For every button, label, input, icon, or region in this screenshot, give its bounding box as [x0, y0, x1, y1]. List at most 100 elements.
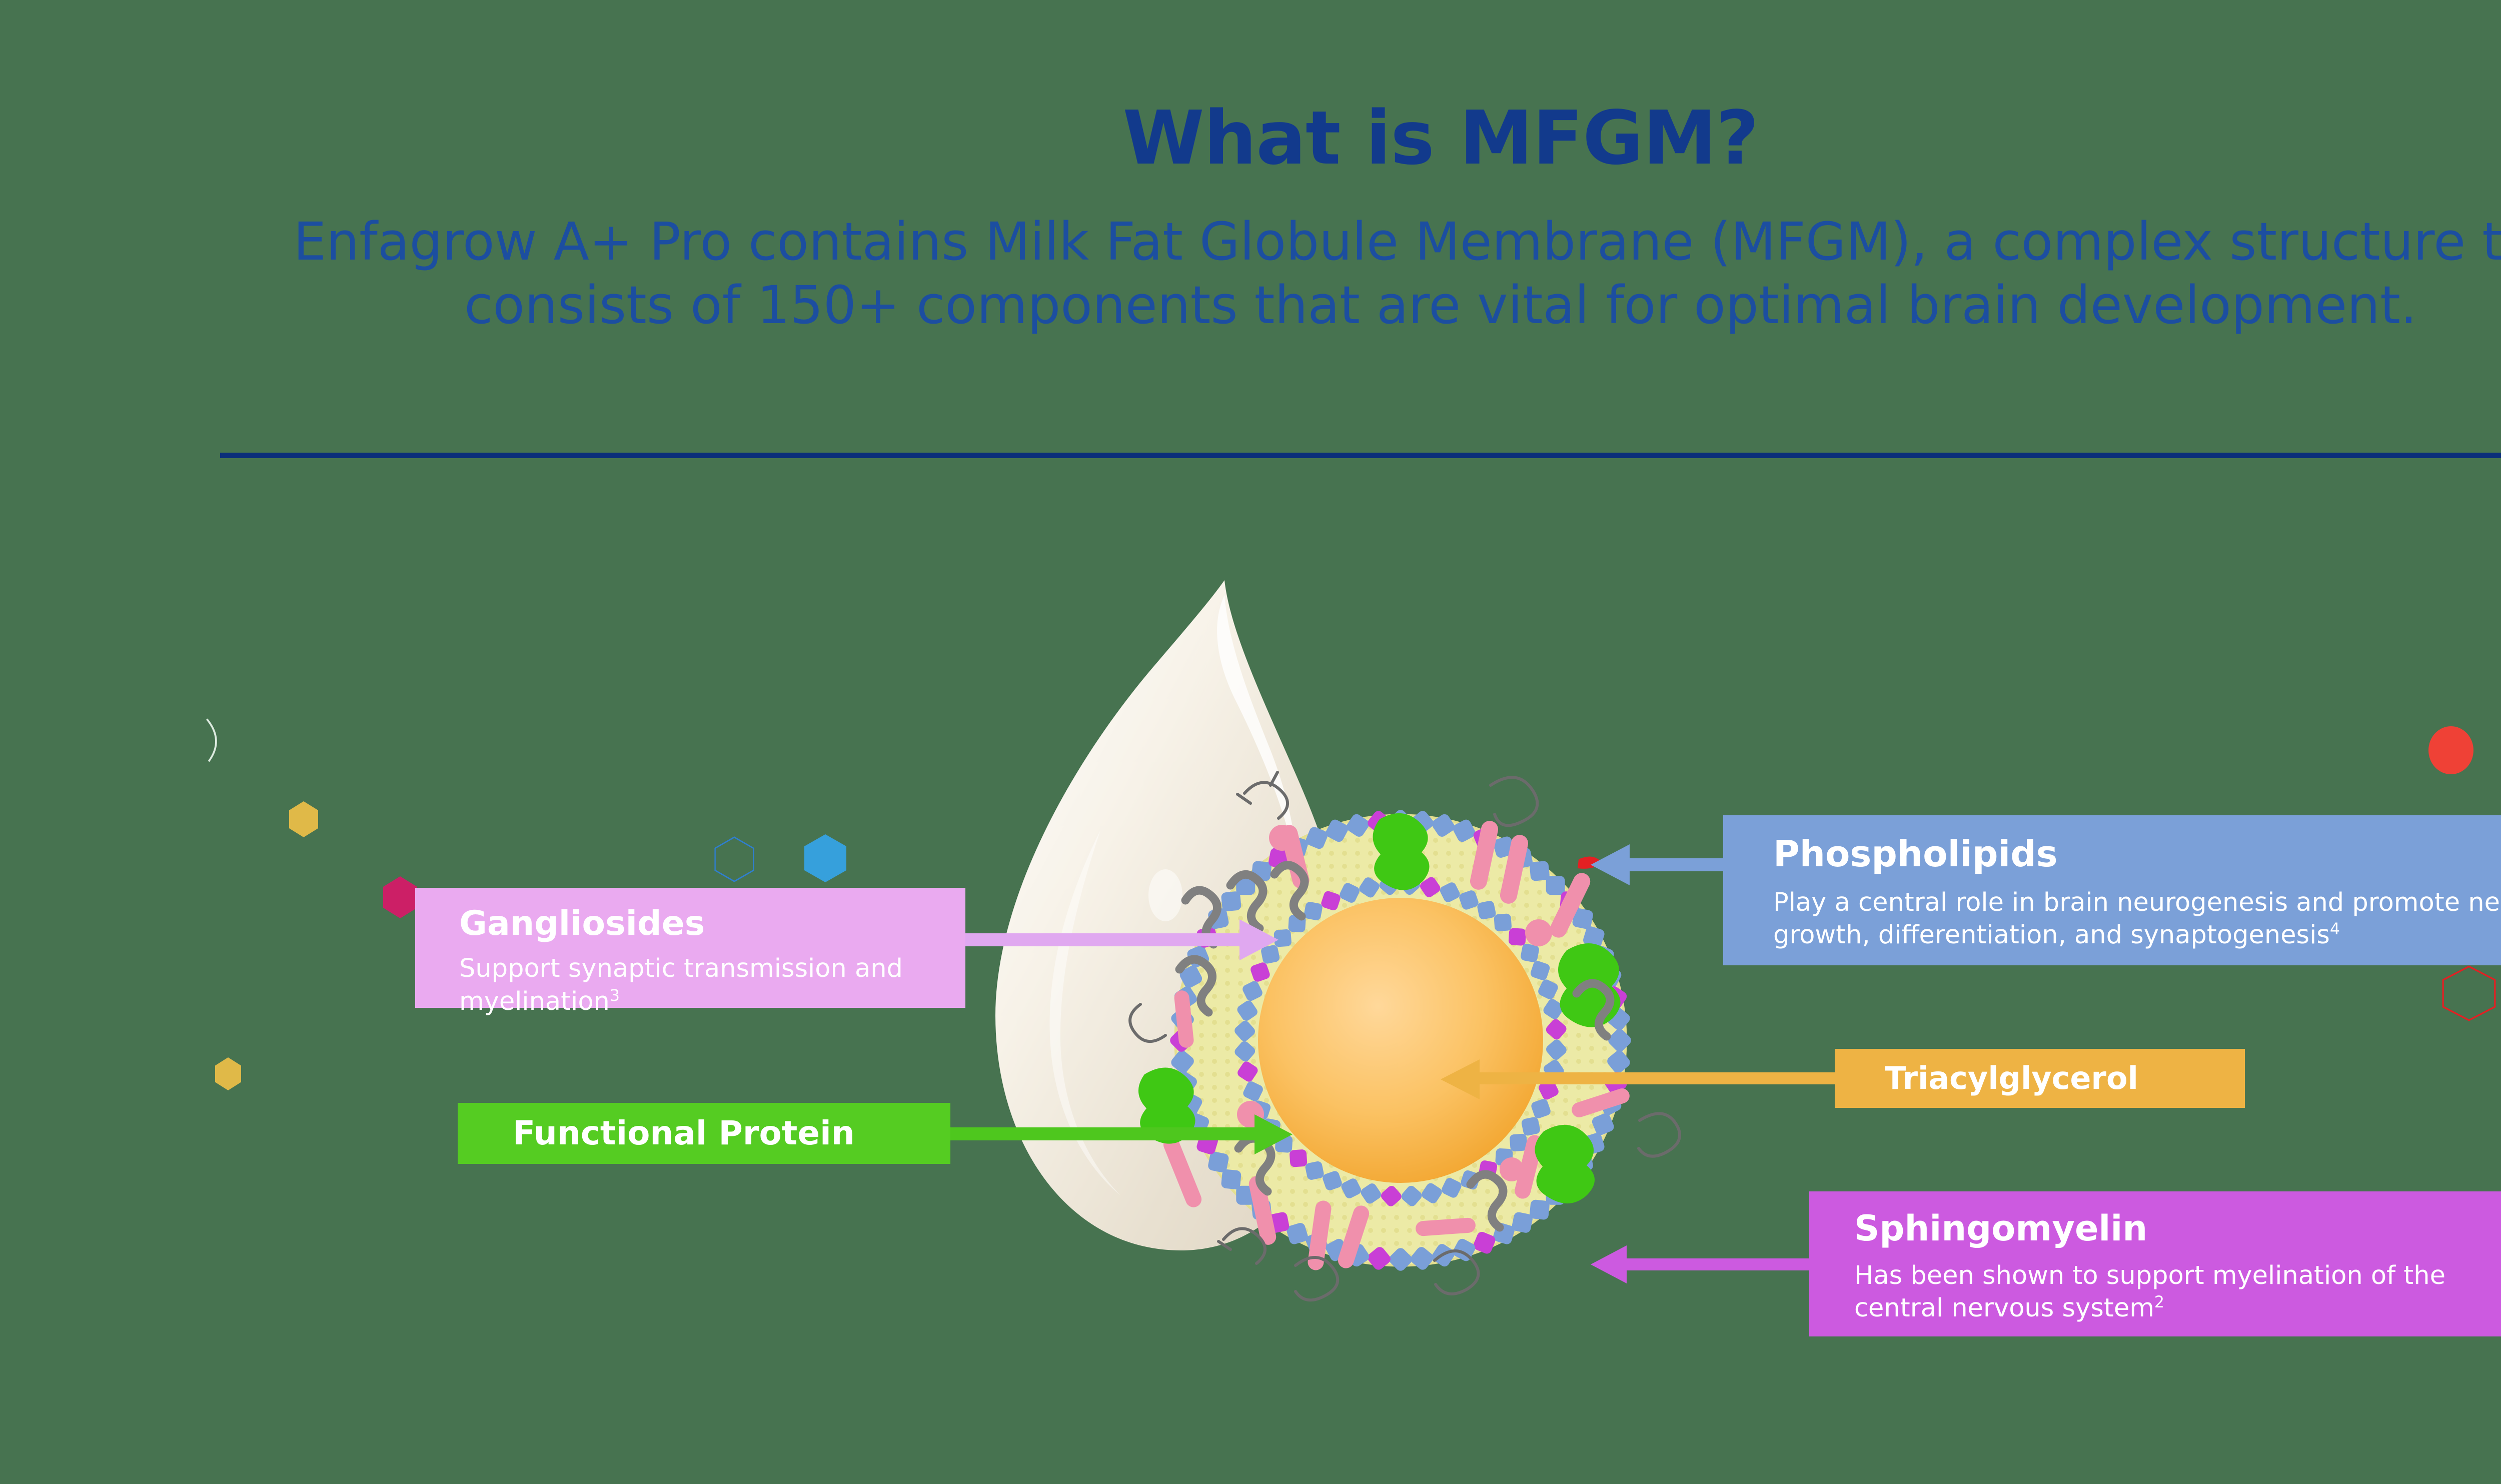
connector-arrow-gangliosides — [965, 919, 1286, 960]
arrow-head — [1441, 1059, 1480, 1099]
lipid-head — [1250, 962, 1270, 982]
callout-title: Functional Protein — [513, 1114, 855, 1153]
hexagon-blue-filled-left — [804, 834, 846, 882]
lipid-head — [1323, 1171, 1342, 1190]
page-subtitle: Enfagrow A+ Pro contains Milk Fat Globul… — [293, 211, 2501, 336]
lipid-head — [1359, 877, 1380, 898]
lipid-head — [1208, 1151, 1229, 1172]
arrow-shaft — [950, 1127, 1261, 1140]
lipid-head — [1389, 1248, 1412, 1271]
lipid-head — [1546, 1039, 1567, 1060]
hexagon-gold-left-lower — [215, 1057, 241, 1090]
lipid-head — [1494, 913, 1512, 931]
lipid-head — [1546, 1019, 1567, 1040]
lipid-head — [1530, 961, 1550, 980]
callout-body-text: Has been shown to support myelination of… — [1854, 1260, 2445, 1323]
lipid-head — [1221, 891, 1241, 911]
arrow-head — [1239, 919, 1279, 960]
arrow-shaft — [965, 933, 1245, 946]
callout-sphingomyelin[interactable]: Sphingomyelin Has been shown to support … — [1809, 1191, 2501, 1336]
lipid-head — [1473, 1231, 1496, 1254]
lipid-head — [1243, 1081, 1263, 1101]
lipid-head — [1347, 814, 1370, 837]
lipid-head — [1453, 819, 1476, 842]
callout-body-text: Support synaptic transmission and myelin… — [459, 954, 903, 1016]
callout-phospholipids[interactable]: Phospholipids Play a central role in bra… — [1723, 815, 2501, 965]
callout-title: Gangliosides — [459, 904, 705, 943]
lipid-head — [1341, 1178, 1362, 1198]
lipid-head — [1234, 1020, 1255, 1041]
callout-triacylglycerol[interactable]: Triacylglycerol — [1835, 1049, 2245, 1108]
hexagon-blue-outline-left — [714, 836, 754, 882]
lipid-head — [1572, 908, 1593, 929]
glycoprotein-squiggles — [1175, 861, 1615, 1232]
callout-gangliosides[interactable]: Gangliosides Support synaptic transmissi… — [415, 888, 965, 1016]
arrow-shaft — [1477, 1072, 1872, 1084]
lipid-head — [1171, 1050, 1194, 1073]
lipid-head — [1305, 1161, 1324, 1180]
lipid-head — [1521, 1117, 1540, 1136]
lipid-head — [1477, 901, 1496, 920]
connector-arrow-functional-protein — [950, 1114, 1301, 1154]
callout-title: Triacylglycerol — [1885, 1060, 2138, 1097]
lipid-head — [1287, 1223, 1308, 1244]
callout-title: Sphingomyelin — [1854, 1208, 2148, 1249]
lipid-head — [1442, 1178, 1462, 1198]
lipid-head — [1432, 814, 1455, 837]
lipid-head — [1306, 827, 1328, 849]
lipid-head — [1592, 1113, 1614, 1135]
lipid-head — [1242, 981, 1263, 1001]
lipid-head — [1538, 979, 1558, 999]
lipid-head — [1531, 1099, 1551, 1118]
callout-body: Play a central role in brain neurogenesi… — [1773, 886, 2501, 952]
lipid-head — [1236, 876, 1256, 895]
lipid-head — [1530, 861, 1550, 881]
callout-functional-protein[interactable]: Functional Protein — [458, 1103, 950, 1164]
connector-arrow-triacylglycerol — [1441, 1059, 1881, 1099]
callout-body-text: Play a central role in brain neurogenesi… — [1773, 887, 2501, 950]
lipid-head — [1607, 1050, 1630, 1073]
callout-reference-marker: 4 — [2329, 920, 2340, 938]
lipid-head — [1422, 1183, 1442, 1203]
squiggle-white-left — [204, 717, 227, 763]
lipid-head — [1290, 1149, 1308, 1167]
lipid-head — [1459, 890, 1479, 910]
lipid-head — [1179, 965, 1202, 988]
lipid-head — [1440, 882, 1460, 902]
arrow-shaft — [1622, 1258, 1832, 1270]
arrow-head — [1255, 1114, 1293, 1154]
lipid-head — [1583, 926, 1605, 948]
hexagon-gold-left-upper — [289, 801, 318, 837]
callout-reference-marker: 3 — [609, 986, 620, 1005]
callout-title: Phospholipids — [1773, 833, 2058, 875]
lipid-head — [1411, 1247, 1434, 1270]
circle-red-right — [2428, 726, 2473, 774]
lipid-head — [1512, 1212, 1533, 1233]
lipid-head — [1508, 928, 1526, 946]
lipid-head — [1543, 999, 1564, 1019]
hexagon-crimson-left — [383, 876, 417, 918]
lipid-head — [1340, 883, 1360, 903]
lipid-head — [1368, 1247, 1391, 1270]
lipid-head — [1304, 902, 1323, 920]
lipid-head — [1420, 877, 1441, 897]
header-divider — [220, 453, 2501, 458]
lipid-head — [1361, 1183, 1381, 1204]
hexagon-red-outline-right — [2442, 965, 2496, 1021]
lipid-head — [1221, 1169, 1241, 1189]
lipid-head — [1237, 1000, 1258, 1021]
callout-body: Has been shown to support myelination of… — [1854, 1259, 2501, 1325]
lipid-head — [1608, 1029, 1631, 1052]
arrow-head — [1591, 1245, 1627, 1283]
lipid-head — [1510, 1133, 1528, 1151]
page-title: What is MFGM? — [1122, 95, 1759, 181]
lipid-head — [1401, 1185, 1422, 1206]
arrow-head — [1591, 844, 1630, 885]
triacylglycerol-core — [1258, 898, 1543, 1183]
lipid-head — [1381, 1186, 1402, 1206]
lipid-head — [1539, 1079, 1559, 1100]
lipid-head — [1521, 943, 1539, 962]
lipid-head — [1237, 1061, 1258, 1082]
callout-body: Support synaptic transmission and myelin… — [459, 952, 965, 1018]
